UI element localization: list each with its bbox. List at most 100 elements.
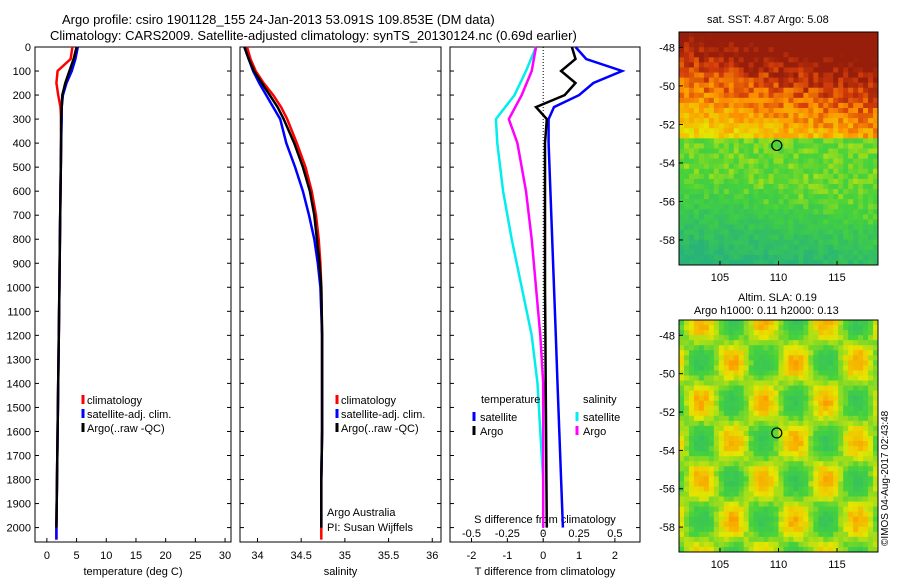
heatmap-cell [788,153,794,160]
heatmap-cell [853,107,859,114]
heatmap-cell [718,516,725,523]
heatmap-cell [728,254,735,261]
heatmap-cell [703,224,710,231]
heatmap-cell [838,158,844,165]
heatmap-cell [778,209,784,215]
heatmap-cell [733,244,740,251]
heatmap-cell [718,219,725,225]
heatmap-cell [753,77,760,84]
heatmap-cell [803,466,809,472]
heatmap-cell [768,481,775,487]
heatmap-cell [818,224,824,231]
heatmap-cell [828,370,834,376]
heatmap-cell [698,355,705,361]
heatmap-cell [703,123,710,129]
heatmap-cell [848,541,854,548]
heatmap-cell [768,72,775,79]
heatmap-cell [793,385,799,392]
heatmap-cell [843,420,849,427]
heatmap-cell [818,204,824,210]
heatmap-cell [838,239,844,246]
heatmap-cell [798,224,804,231]
heatmap-cell [798,148,804,155]
heatmap-cell [763,390,770,397]
heatmap-cell [863,516,869,523]
heatmap-cell [713,123,720,129]
x-tick-label: 5 [74,550,80,562]
heatmap-cell [728,148,735,155]
heatmap-cell [853,425,859,432]
heatmap-cell [798,92,804,99]
heatmap-cell [753,249,760,256]
heatmap-cell [778,456,784,462]
heatmap-cell [768,113,775,119]
heatmap-cell [783,541,789,548]
heatmap-cell [753,425,760,432]
heatmap-cell [778,189,784,195]
heatmap-cell [813,400,819,407]
heatmap-cell [838,425,844,432]
y-tick-label: 1800 [7,475,31,487]
heatmap-cell [773,189,779,195]
heatmap-cell [688,92,695,99]
heatmap-cell [778,158,784,165]
heatmap-cell [748,420,755,427]
heatmap-cell [748,239,755,246]
heatmap-cell [693,350,700,356]
heatmap-cell [763,486,770,492]
heatmap-cell [833,400,839,407]
heatmap-cell [743,471,750,477]
heatmap-cell [693,204,700,210]
heatmap-cell [868,360,874,366]
heatmap-cell [773,87,779,94]
heatmap-cell [793,239,799,246]
heatmap-cell [833,486,839,492]
heatmap-cell [703,158,710,165]
heatmap-cell [808,461,814,467]
heatmap-cell [803,199,809,205]
heatmap-cell [773,214,779,220]
heatmap-cell [803,410,809,417]
heatmap-cell [723,330,730,336]
heatmap-cell [843,138,849,144]
heatmap-cell [828,173,834,180]
heatmap-cell [798,446,804,452]
heatmap-cell [818,546,824,553]
heatmap-cell [803,320,809,326]
heatmap-cell [813,471,819,477]
heatmap-cell [718,451,725,457]
heatmap-cell [743,546,750,553]
heatmap-cell [708,481,715,487]
heatmap-cell [763,32,770,38]
heatmap-cell [768,436,775,442]
heatmap-cell [863,254,869,261]
heatmap-cell [723,441,730,447]
heatmap-cell [793,148,799,155]
heatmap-cell [793,415,799,422]
heatmap-cell [708,118,715,124]
heatmap-cell [743,461,750,467]
heatmap-cell [803,365,809,371]
heatmap-cell [679,148,685,155]
heatmap-cell [863,239,869,246]
x2-axis-label: S difference from climatology [474,514,616,526]
heatmap-cell [823,32,829,38]
heatmap-cell [873,436,879,442]
heatmap-cell [873,148,879,155]
heatmap-cell [813,380,819,387]
heatmap-cell [778,350,784,356]
heatmap-cell [858,113,864,119]
heatmap-cell [703,199,710,205]
heatmap-cell [743,42,750,48]
heatmap-cell [803,436,809,442]
heatmap-cell [693,320,700,326]
heatmap-cell [718,365,725,371]
heatmap-cell [703,425,710,432]
heatmap-cell [693,148,700,155]
heatmap-cell [813,350,819,356]
heatmap-cell [679,138,685,144]
heatmap-cell [783,481,789,487]
heatmap-cell [868,491,874,498]
heatmap-cell [688,511,695,518]
heatmap-cell [863,42,869,48]
